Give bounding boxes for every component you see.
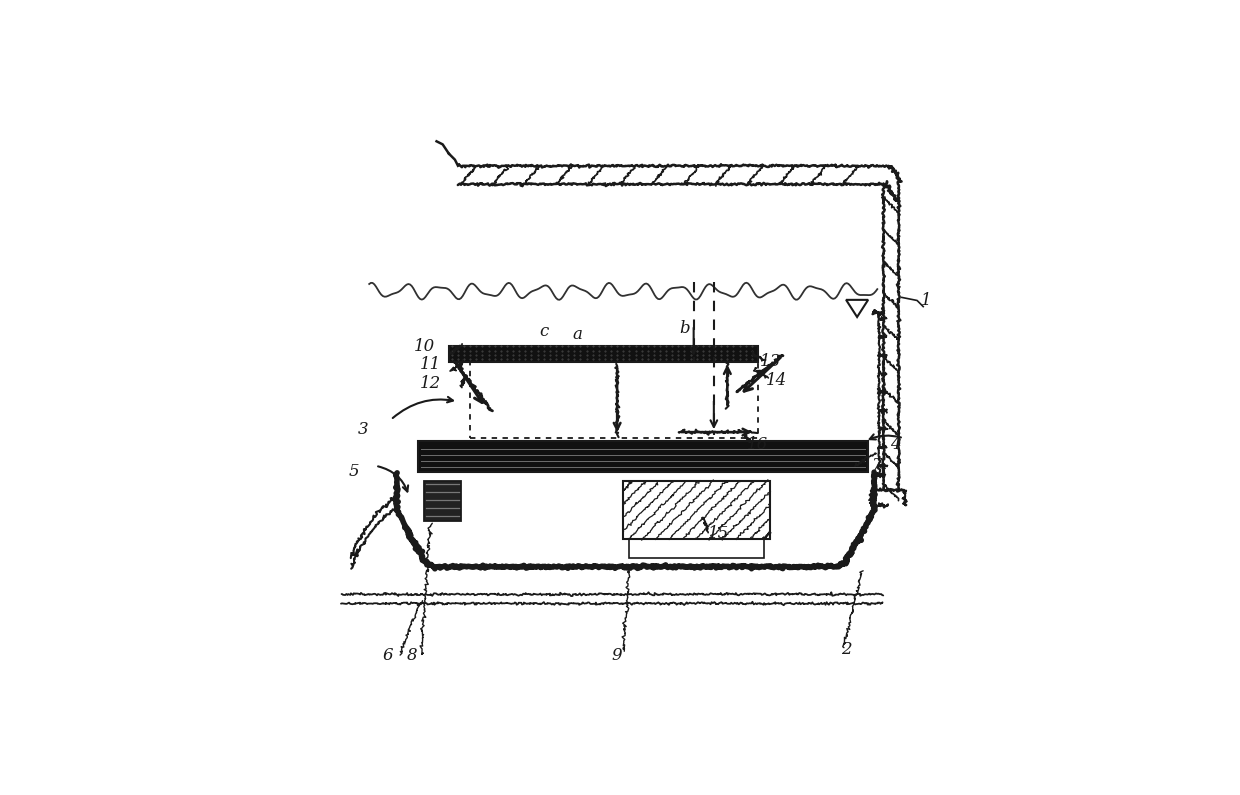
Text: 13: 13 [760, 353, 781, 370]
Bar [630, 539, 764, 557]
Text: 14: 14 [765, 371, 787, 389]
Text: 10: 10 [414, 338, 435, 355]
Text: c: c [539, 323, 548, 339]
Bar [624, 481, 770, 539]
Text: b: b [680, 320, 689, 336]
Bar [418, 441, 868, 472]
Text: 11: 11 [420, 356, 441, 373]
Text: 8: 8 [407, 647, 418, 664]
Bar [470, 362, 758, 438]
Text: 7: 7 [872, 457, 883, 475]
Text: 1: 1 [921, 292, 931, 309]
Bar [449, 347, 758, 362]
Text: 5: 5 [348, 463, 360, 480]
Text: 16: 16 [748, 436, 769, 453]
Text: 2: 2 [842, 641, 852, 658]
Text: 9: 9 [611, 647, 622, 664]
Text: 15: 15 [708, 525, 729, 541]
Text: a: a [573, 326, 583, 343]
Text: 3: 3 [358, 421, 368, 437]
Text: 4: 4 [890, 436, 901, 453]
Bar [424, 481, 461, 521]
Text: 6: 6 [382, 647, 393, 664]
Text: 12: 12 [420, 374, 441, 392]
